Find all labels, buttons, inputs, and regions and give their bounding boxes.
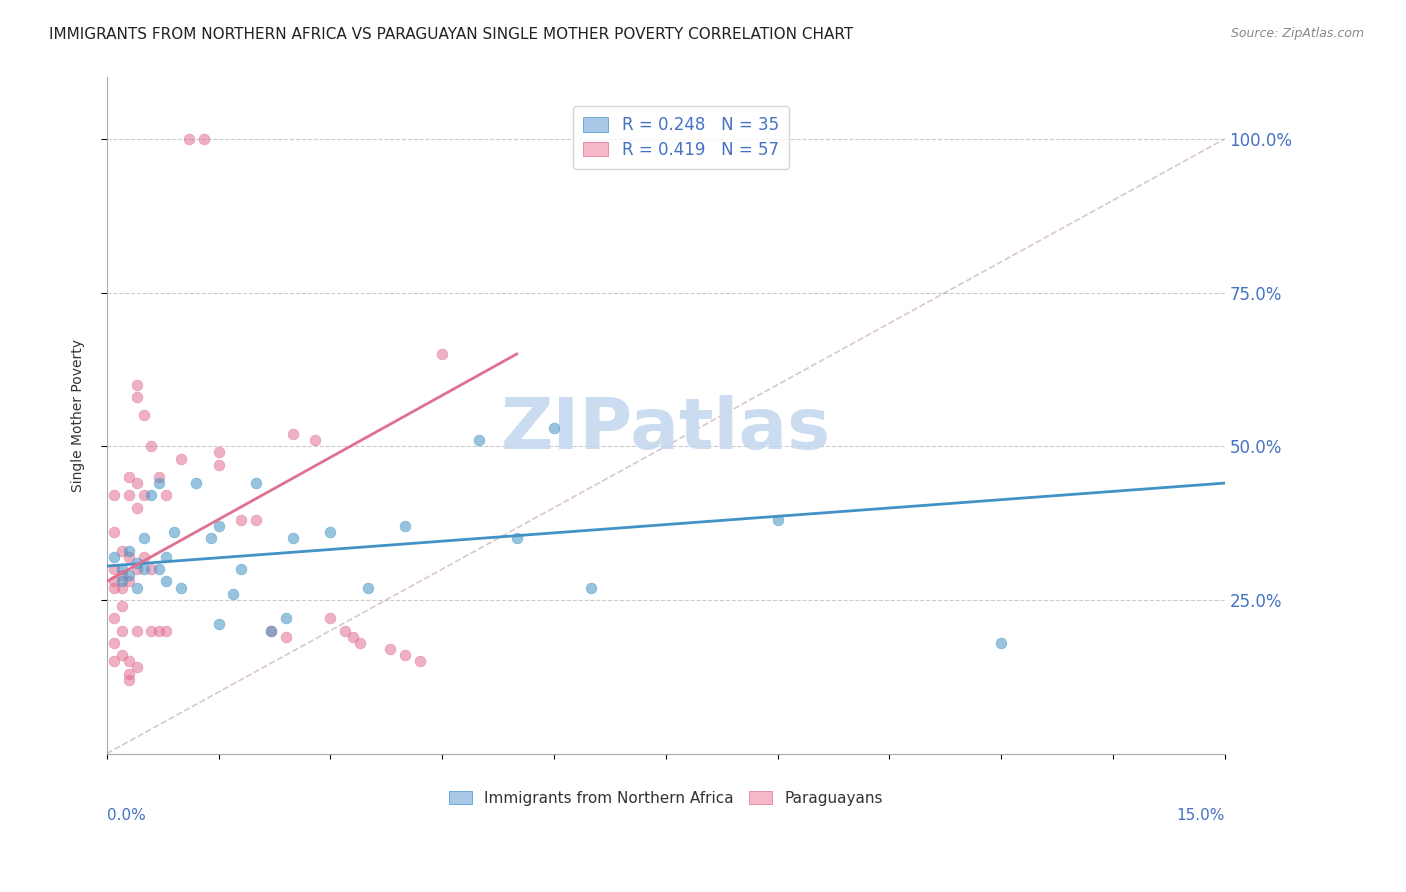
Paraguayans	[207, 458, 229, 472]
Paraguayans	[394, 648, 416, 663]
Paraguayans	[103, 525, 125, 540]
Paraguayans	[118, 654, 141, 668]
Paraguayans	[111, 624, 134, 638]
Immigrants from Northern Africa	[229, 562, 252, 576]
Paraguayans	[118, 673, 141, 687]
Immigrants from Northern Africa	[579, 581, 602, 595]
Immigrants from Northern Africa	[132, 562, 155, 576]
Immigrants from Northern Africa	[505, 532, 527, 546]
Immigrants from Northern Africa	[319, 525, 342, 540]
Paraguayans	[229, 513, 252, 527]
Immigrants from Northern Africa	[141, 488, 163, 502]
Paraguayans	[103, 562, 125, 576]
Paraguayans	[125, 624, 148, 638]
Immigrants from Northern Africa	[990, 636, 1012, 650]
Paraguayans	[378, 642, 401, 657]
Immigrants from Northern Africa	[148, 562, 170, 576]
Paraguayans	[245, 513, 267, 527]
Paraguayans	[125, 390, 148, 404]
Paraguayans	[281, 426, 304, 441]
Paraguayans	[335, 624, 357, 638]
Paraguayans	[103, 574, 125, 589]
Immigrants from Northern Africa	[200, 532, 222, 546]
Immigrants from Northern Africa	[132, 532, 155, 546]
Immigrants from Northern Africa	[245, 476, 267, 491]
Paraguayans	[304, 433, 326, 447]
Immigrants from Northern Africa	[118, 568, 141, 582]
Immigrants from Northern Africa	[125, 556, 148, 570]
Paraguayans	[141, 562, 163, 576]
Paraguayans	[132, 409, 155, 423]
Immigrants from Northern Africa	[356, 581, 378, 595]
Paraguayans	[118, 574, 141, 589]
Immigrants from Northern Africa	[125, 581, 148, 595]
Paraguayans	[111, 599, 134, 613]
Immigrants from Northern Africa	[766, 513, 789, 527]
Immigrants from Northern Africa	[155, 574, 177, 589]
Immigrants from Northern Africa	[207, 617, 229, 632]
Immigrants from Northern Africa	[148, 476, 170, 491]
Text: Source: ZipAtlas.com: Source: ZipAtlas.com	[1230, 27, 1364, 40]
Paraguayans	[141, 439, 163, 453]
Paraguayans	[125, 562, 148, 576]
Immigrants from Northern Africa	[111, 574, 134, 589]
Paraguayans	[111, 648, 134, 663]
Paraguayans	[111, 543, 134, 558]
Paraguayans	[177, 132, 200, 146]
Immigrants from Northern Africa	[394, 519, 416, 533]
Paraguayans	[170, 451, 193, 466]
Paraguayans	[342, 630, 364, 644]
Paraguayans	[155, 624, 177, 638]
Paraguayans	[349, 636, 371, 650]
Paraguayans	[103, 654, 125, 668]
Text: IMMIGRANTS FROM NORTHERN AFRICA VS PARAGUAYAN SINGLE MOTHER POVERTY CORRELATION : IMMIGRANTS FROM NORTHERN AFRICA VS PARAG…	[49, 27, 853, 42]
Paraguayans	[319, 611, 342, 625]
Paraguayans	[111, 581, 134, 595]
Immigrants from Northern Africa	[274, 611, 297, 625]
Immigrants from Northern Africa	[281, 532, 304, 546]
Paraguayans	[125, 500, 148, 515]
Paraguayans	[430, 347, 453, 361]
Paraguayans	[141, 624, 163, 638]
Immigrants from Northern Africa	[118, 543, 141, 558]
Text: ZIPatlas: ZIPatlas	[501, 394, 831, 464]
Paraguayans	[118, 470, 141, 484]
Legend: Immigrants from Northern Africa, Paraguayans: Immigrants from Northern Africa, Paragua…	[441, 783, 890, 814]
Paraguayans	[125, 660, 148, 674]
Paraguayans	[132, 549, 155, 564]
Paraguayans	[409, 654, 432, 668]
Y-axis label: Single Mother Poverty: Single Mother Poverty	[72, 339, 86, 492]
Paraguayans	[103, 581, 125, 595]
Paraguayans	[148, 470, 170, 484]
Text: 0.0%: 0.0%	[107, 807, 145, 822]
Immigrants from Northern Africa	[468, 433, 491, 447]
Paraguayans	[274, 630, 297, 644]
Immigrants from Northern Africa	[111, 562, 134, 576]
Paraguayans	[260, 624, 283, 638]
Immigrants from Northern Africa	[155, 549, 177, 564]
Paraguayans	[103, 636, 125, 650]
Immigrants from Northern Africa	[543, 421, 565, 435]
Text: 15.0%: 15.0%	[1177, 807, 1225, 822]
Paraguayans	[193, 132, 215, 146]
Paraguayans	[148, 624, 170, 638]
Paraguayans	[155, 488, 177, 502]
Paraguayans	[132, 488, 155, 502]
Immigrants from Northern Africa	[163, 525, 186, 540]
Immigrants from Northern Africa	[170, 581, 193, 595]
Paraguayans	[125, 377, 148, 392]
Paraguayans	[111, 568, 134, 582]
Immigrants from Northern Africa	[260, 624, 283, 638]
Immigrants from Northern Africa	[207, 519, 229, 533]
Paraguayans	[118, 549, 141, 564]
Paraguayans	[125, 476, 148, 491]
Immigrants from Northern Africa	[186, 476, 208, 491]
Immigrants from Northern Africa	[222, 587, 245, 601]
Paraguayans	[103, 488, 125, 502]
Paraguayans	[118, 666, 141, 681]
Paraguayans	[118, 488, 141, 502]
Paraguayans	[207, 445, 229, 459]
Immigrants from Northern Africa	[103, 549, 125, 564]
Paraguayans	[103, 611, 125, 625]
